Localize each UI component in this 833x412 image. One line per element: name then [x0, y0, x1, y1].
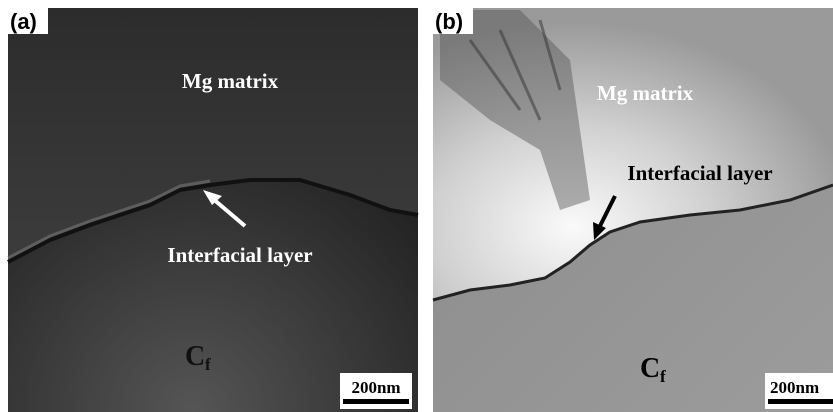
- scale-bar: [768, 399, 833, 404]
- fiber-subscript: f: [660, 367, 666, 386]
- panel-a: (a) Mg matrix Interfacial layer C f 200n…: [8, 8, 418, 412]
- panel-label: (b): [435, 9, 463, 34]
- figure: (a) Mg matrix Interfacial layer C f 200n…: [0, 0, 833, 412]
- scale-bar: [343, 399, 409, 404]
- matrix-label: Mg matrix: [597, 81, 694, 105]
- fiber-label: C: [185, 341, 205, 372]
- fiber-subscript: f: [205, 355, 211, 374]
- layer-label: Interfacial layer: [167, 243, 312, 267]
- panel-label: (a): [10, 9, 37, 34]
- fiber-label: C: [640, 353, 660, 384]
- matrix-label: Mg matrix: [182, 69, 279, 93]
- scale-label: 200nm: [351, 378, 400, 397]
- panel-b: (b) Mg matrix Interfacial layer C f 200n…: [433, 8, 833, 412]
- layer-label: Interfacial layer: [627, 161, 772, 185]
- scale-label: 200nm: [770, 378, 819, 397]
